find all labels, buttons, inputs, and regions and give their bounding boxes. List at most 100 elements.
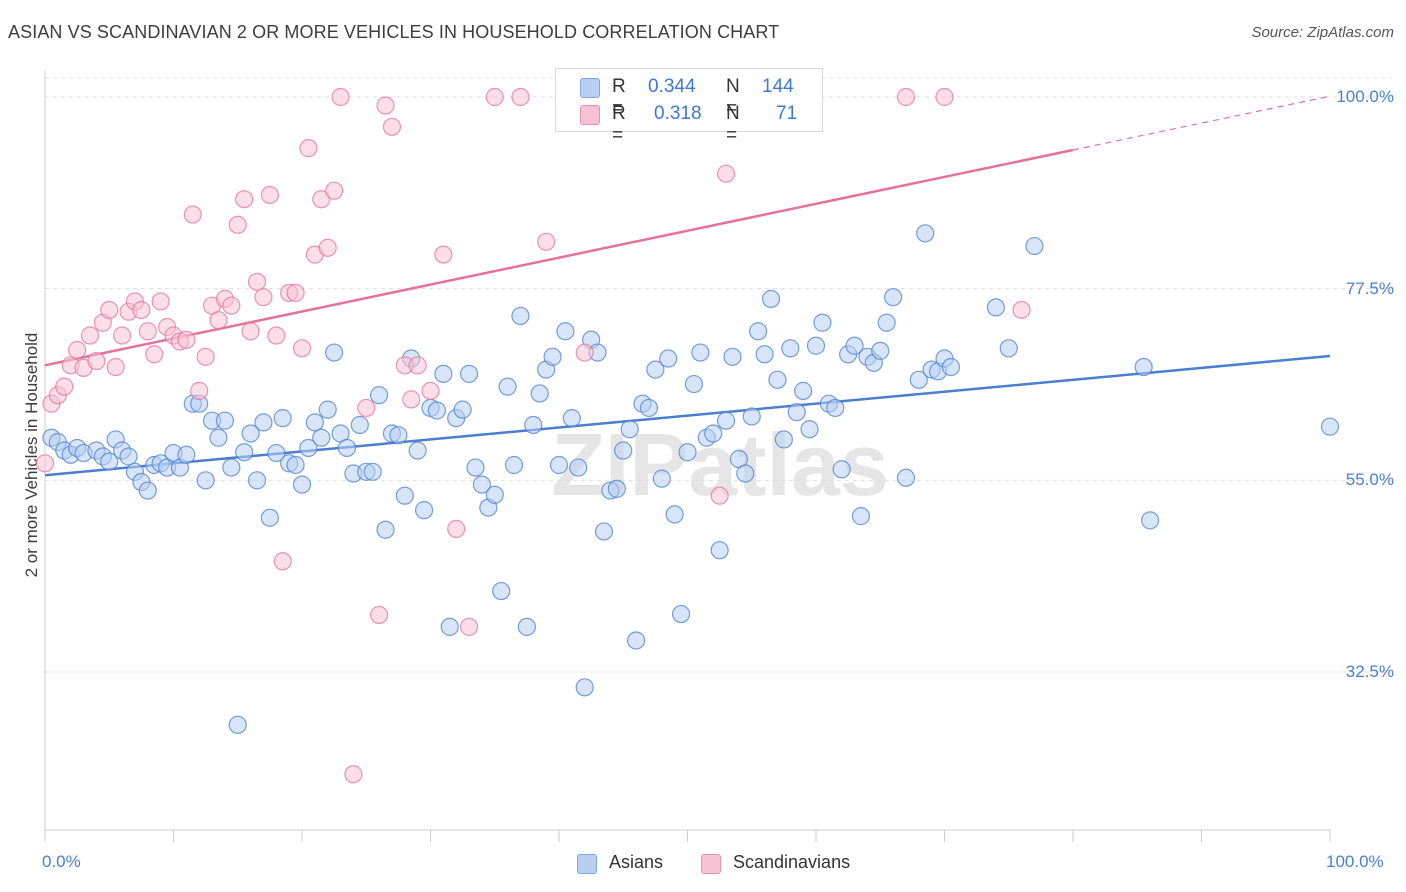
asian-point — [337, 438, 357, 458]
asian-point — [286, 455, 305, 475]
asian-point — [395, 486, 414, 505]
asian-r-label: R = — [612, 76, 626, 119]
scandinavian-point — [716, 164, 736, 183]
asian-point — [851, 507, 871, 526]
asian-point — [678, 443, 697, 462]
asian-point — [710, 541, 729, 560]
asian-point — [260, 508, 279, 527]
asian-point — [119, 447, 138, 466]
asian-point — [832, 460, 851, 479]
asian-point — [704, 424, 723, 443]
asian-point — [215, 411, 234, 430]
scandinavian-point — [299, 139, 318, 158]
asian-point — [434, 364, 453, 383]
scandinavian-point — [344, 765, 363, 784]
asian-point — [871, 341, 890, 360]
scandinavian-point — [434, 245, 453, 264]
scandinavians-trend-line — [44, 148, 1074, 367]
asian-point — [459, 364, 479, 383]
asians-trend-line — [44, 354, 1331, 477]
asian-point — [427, 401, 447, 420]
x-tick-label-max: 100.0% — [1326, 852, 1384, 871]
asian-point — [363, 462, 382, 481]
scandinavian-point — [286, 283, 305, 303]
y-tick-label: 32.5% — [1345, 662, 1394, 681]
asian-point — [517, 617, 536, 636]
asian-point — [1134, 357, 1153, 377]
asian-point — [376, 520, 395, 539]
asian-point — [177, 445, 196, 464]
asian-point — [305, 413, 324, 432]
asian-point — [794, 381, 813, 400]
asian-point — [575, 678, 594, 697]
asian-point — [498, 377, 517, 396]
chart-title: ASIAN VS SCANDINAVIAN 2 OR MORE VEHICLES… — [8, 22, 780, 42]
asians-label: Asians — [609, 852, 664, 872]
asian-point — [209, 428, 228, 447]
asian-point — [813, 313, 832, 332]
asian-point — [1025, 236, 1044, 256]
asian-point — [646, 360, 665, 379]
scandinavian-point — [273, 552, 292, 571]
asian-point — [691, 343, 710, 362]
scandinavian-point — [459, 617, 479, 636]
scandinavian-point — [537, 232, 556, 251]
asian-point — [787, 403, 806, 422]
asian-point — [659, 349, 678, 368]
y-tick-label: 100.0% — [1336, 87, 1394, 106]
scandinavian-r-label: R = — [612, 103, 626, 146]
asian-point — [877, 313, 896, 332]
asian-point — [408, 441, 427, 460]
scandinavian-point — [575, 343, 594, 362]
scandinavian-point — [325, 181, 344, 200]
asian-point — [800, 420, 819, 439]
scandinavian-point — [485, 87, 504, 107]
scandinavian-point — [106, 357, 125, 377]
scandinavian-point — [112, 326, 132, 345]
asian-point — [325, 343, 344, 362]
scandinavian-point — [209, 311, 228, 330]
asian-point — [235, 443, 254, 462]
scandinavian-point — [87, 351, 106, 371]
asian-point — [543, 347, 562, 366]
asian-n-label: N = — [726, 76, 740, 119]
asian-point — [389, 426, 408, 445]
scandinavian-point — [292, 339, 312, 358]
scandinavian-point — [145, 345, 164, 364]
asian-point — [684, 374, 704, 394]
scandinavian-point — [55, 377, 74, 396]
asian-point — [774, 430, 793, 449]
asian-point — [511, 306, 530, 326]
asian-point — [292, 475, 312, 494]
scandinavians-swatch — [701, 854, 721, 874]
asian-point — [845, 336, 864, 355]
asian-point — [620, 420, 639, 439]
x-tick-label-min: 0.0% — [42, 852, 81, 871]
asian-point — [639, 398, 659, 418]
stats-legend: R = 0.344 N = 144 R = 0.318 N = 71 — [555, 68, 823, 146]
scandinavian-point — [177, 330, 196, 349]
asian-point — [267, 443, 286, 463]
scandinavian-point — [382, 117, 402, 136]
scandinavian-point — [376, 96, 395, 115]
scandinavian-point — [357, 398, 376, 418]
scandinavian-r-value: 0.318 — [654, 103, 702, 124]
y-tick-label: 77.5% — [1345, 278, 1394, 298]
asian-r-value: 0.344 — [648, 76, 696, 97]
scandinavian-point — [896, 87, 916, 107]
asian-point — [742, 407, 761, 426]
asian-point — [916, 224, 935, 243]
asian-point — [241, 424, 260, 443]
asian-point — [986, 298, 1006, 317]
asian-point — [569, 458, 588, 477]
scandinavian-point — [183, 205, 202, 224]
scandinavian-point — [138, 322, 157, 341]
scandinavian-point — [222, 296, 241, 315]
asian-swatch — [580, 78, 600, 98]
asian-point — [665, 505, 684, 524]
asian-point — [222, 458, 241, 477]
scandinavian-point — [402, 390, 421, 409]
scandinavian-point — [247, 272, 267, 291]
asian-point — [492, 581, 511, 601]
